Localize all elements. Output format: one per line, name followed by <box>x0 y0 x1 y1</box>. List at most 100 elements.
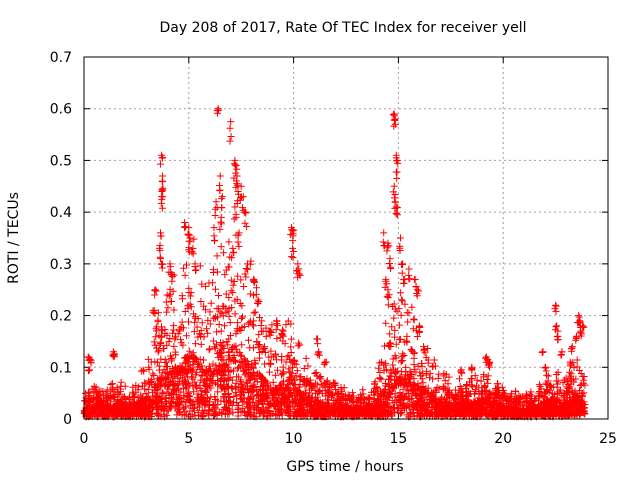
data-point-marker <box>220 249 228 257</box>
data-point-marker <box>151 286 159 294</box>
data-point-marker <box>296 271 304 279</box>
data-point-marker <box>149 392 157 400</box>
data-point-marker <box>157 326 165 334</box>
data-point-marker <box>190 328 198 336</box>
data-point-marker <box>229 346 237 354</box>
data-point-marker <box>213 328 221 336</box>
data-point-marker <box>273 385 281 393</box>
data-point-marker <box>439 385 447 393</box>
data-point-marker <box>418 362 426 370</box>
data-point-marker <box>434 374 442 382</box>
data-point-marker <box>152 287 160 295</box>
data-point-marker <box>234 319 242 327</box>
data-point-marker <box>396 336 404 344</box>
data-point-marker <box>202 375 210 383</box>
data-point-marker <box>287 376 295 384</box>
data-point-marker <box>217 327 225 335</box>
data-point-marker <box>198 319 206 327</box>
data-point-marker <box>386 340 394 348</box>
data-point-marker <box>253 378 261 386</box>
data-point-marker <box>424 359 432 367</box>
data-point-marker <box>397 260 405 268</box>
data-point-marker <box>574 392 582 400</box>
data-point-marker <box>380 342 388 350</box>
x-tick-label: 25 <box>599 431 617 447</box>
data-point-marker <box>197 298 205 306</box>
data-point-marker <box>206 320 214 328</box>
data-point-marker <box>314 349 322 357</box>
data-point-marker <box>497 402 505 410</box>
data-point-marker <box>224 376 232 384</box>
data-point-marker <box>197 376 205 384</box>
data-point-marker <box>413 286 421 294</box>
data-point-marker <box>157 373 165 381</box>
data-point-marker <box>380 410 388 418</box>
data-point-marker <box>285 411 293 419</box>
data-point-marker <box>86 356 94 364</box>
data-point-marker <box>543 406 551 414</box>
data-point-marker <box>484 409 492 417</box>
data-point-marker <box>305 392 313 400</box>
data-point-marker <box>272 412 280 420</box>
data-point-marker <box>516 397 524 405</box>
data-point-marker <box>230 249 238 257</box>
data-point-marker <box>330 408 338 416</box>
data-point-marker <box>99 402 107 410</box>
data-point-marker <box>390 194 398 202</box>
data-point-marker <box>251 401 259 409</box>
data-point-marker <box>382 319 390 327</box>
data-point-marker <box>345 406 353 414</box>
data-point-marker <box>174 369 182 377</box>
data-point-marker <box>376 368 384 376</box>
data-point-marker <box>114 396 122 404</box>
data-point-marker <box>231 161 239 169</box>
data-point-marker <box>414 409 422 417</box>
data-point-marker <box>569 396 577 404</box>
data-point-marker <box>186 347 194 355</box>
data-point-marker <box>564 407 572 415</box>
data-point-marker <box>333 389 341 397</box>
data-point-marker <box>112 405 120 413</box>
data-point-marker <box>308 410 316 418</box>
data-point-marker <box>158 264 166 272</box>
data-point-marker <box>542 367 550 375</box>
data-point-marker <box>199 409 207 417</box>
data-point-marker <box>456 375 464 383</box>
data-point-marker <box>515 392 523 400</box>
data-point-marker <box>228 384 236 392</box>
data-point-marker <box>248 393 256 401</box>
data-point-marker <box>145 402 153 410</box>
data-point-marker <box>454 391 462 399</box>
data-point-marker <box>269 378 277 386</box>
data-point-marker <box>553 322 561 330</box>
data-point-marker <box>397 381 405 389</box>
data-point-marker <box>96 410 104 418</box>
data-point-marker <box>396 321 404 329</box>
data-point-marker <box>252 284 260 292</box>
data-point-marker <box>360 405 368 413</box>
data-point-marker <box>251 356 259 364</box>
data-point-marker <box>225 293 233 301</box>
data-point-marker <box>245 404 253 412</box>
data-point-marker <box>500 387 508 395</box>
data-point-marker <box>193 384 201 392</box>
data-point-marker <box>212 198 220 206</box>
data-point-marker <box>295 391 303 399</box>
data-point-marker <box>228 254 236 262</box>
data-point-marker <box>157 260 165 268</box>
data-point-marker <box>292 372 300 380</box>
data-point-marker <box>182 385 190 393</box>
data-point-marker <box>234 272 242 280</box>
data-point-marker <box>168 273 176 281</box>
data-point-marker <box>242 209 250 217</box>
data-point-marker <box>150 338 158 346</box>
data-point-marker <box>211 205 219 213</box>
data-point-marker <box>225 238 233 246</box>
data-point-marker <box>183 332 191 340</box>
data-point-marker <box>152 327 160 335</box>
data-point-marker <box>211 411 219 419</box>
data-point-marker <box>364 403 372 411</box>
data-point-marker <box>246 344 254 352</box>
data-point-marker <box>184 231 192 239</box>
data-point-marker <box>210 314 218 322</box>
